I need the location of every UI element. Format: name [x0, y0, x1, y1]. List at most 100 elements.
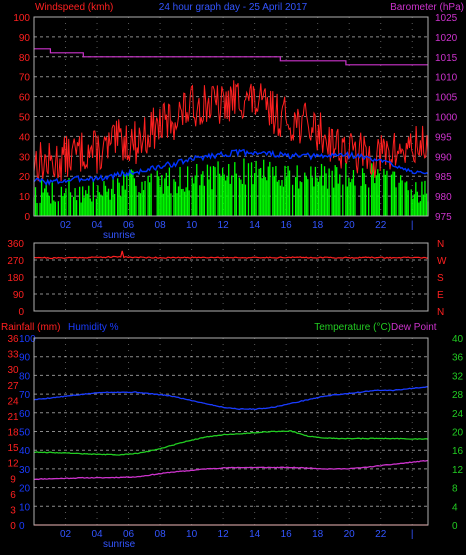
rainfall-tick-label: 15	[7, 443, 19, 454]
wind-time-ticks: 02 04 06 08 10 12 14 16 18 20 22 | sunrise	[60, 220, 414, 241]
chart-title: 24 hour graph day - 25 April 2017	[159, 2, 308, 13]
time-tick-label: |	[411, 220, 414, 231]
humidity-axis-label: Humidity %	[68, 322, 119, 333]
time-tick-label: 22	[375, 529, 387, 540]
humidity-tick-label: 90	[19, 353, 31, 364]
temperature-tick-label: 36	[452, 353, 464, 364]
barometer-tick-label: 985	[435, 172, 452, 183]
windspeed-tick-label: 50	[19, 113, 31, 124]
direction-tick-label: 90	[13, 290, 25, 301]
temperature-tick-label: 16	[452, 446, 464, 457]
wind-pressure-border	[33, 16, 429, 217]
temp-humidity-border	[33, 337, 429, 526]
wind-direction-series	[33, 250, 429, 260]
rainfall-tick-label: 3	[10, 505, 16, 516]
time-tick-label: 02	[60, 529, 72, 540]
sunrise-label: sunrise	[103, 539, 136, 550]
humidity-tick-label: 0	[19, 521, 25, 532]
humidity-tick-label: 10	[19, 502, 31, 513]
humidity-ticks: 0 10 20 30 40 50 60 70 80 90 100	[19, 334, 36, 532]
rainfall-tick-label: 12	[7, 459, 19, 470]
wind-direction-border	[33, 242, 429, 312]
compass-tick-label: S	[437, 273, 444, 284]
wind-average-line	[33, 148, 429, 186]
windspeed-tick-label: 40	[19, 132, 31, 143]
barometer-line	[34, 48, 428, 66]
temperature-ticks: 0 4 8 12 16 20 24 28 32 36 40	[452, 334, 464, 532]
temperature-line	[33, 430, 429, 456]
rainfall-tick-label: 9	[10, 474, 16, 485]
rainfall-axis-label: Rainfall (mm)	[1, 322, 60, 333]
barometer-tick-label: 1025	[435, 13, 458, 24]
barometer-axis-label: Barometer (hPa)	[390, 2, 464, 13]
rainfall-tick-label: 24	[7, 396, 19, 407]
temperature-tick-label: 4	[452, 502, 458, 513]
windspeed-ticks: 0 10 20 30 40 50 60 70 80 90 100	[13, 13, 30, 223]
time-tick-label: 10	[186, 220, 198, 231]
time-tick-label: 10	[186, 529, 198, 540]
temperature-tick-label: 20	[452, 428, 464, 439]
humidity-tick-label: 30	[19, 465, 31, 476]
humidity-tick-label: 20	[19, 484, 31, 495]
time-tick-label: |	[411, 529, 414, 540]
humidity-tick-label: 100	[19, 334, 36, 345]
windspeed-tick-label: 90	[19, 33, 31, 44]
time-tick-label: 18	[312, 220, 324, 231]
rainfall-tick-label: 0	[10, 521, 16, 532]
time-tick-label: 20	[344, 220, 356, 231]
humidity-tick-label: 80	[19, 371, 31, 382]
direction-tick-label: 0	[18, 307, 24, 318]
time-tick-label: 04	[91, 529, 103, 540]
rainfall-tick-label: 33	[7, 350, 19, 361]
direction-tick-label: 180	[7, 273, 24, 284]
temp-time-ticks: 02 04 06 08 10 12 14 16 18 20 22 | sunrise	[60, 529, 414, 550]
temperature-tick-label: 40	[452, 334, 464, 345]
windspeed-line	[33, 80, 429, 182]
time-tick-label: 06	[123, 220, 135, 231]
barometer-tick-label: 1010	[435, 73, 458, 84]
dewpoint-line	[33, 459, 429, 481]
barometer-tick-label: 980	[435, 192, 452, 203]
time-tick-label: 14	[249, 220, 261, 231]
time-tick-label: 08	[155, 529, 167, 540]
time-tick-label: 22	[375, 220, 387, 231]
time-tick-label: 20	[344, 529, 356, 540]
time-tick-label: 08	[155, 220, 167, 231]
rainfall-tick-label: 36	[7, 334, 19, 345]
wind-pressure-panel: Windspeed (kmh) 24 hour graph day - 25 A…	[13, 2, 464, 241]
windspeed-tick-label: 100	[13, 13, 30, 24]
humidity-tick-label: 50	[19, 428, 31, 439]
dewpoint-axis-label: Dew Point	[391, 322, 437, 333]
windspeed-tick-label: 30	[19, 152, 31, 163]
wind-direction-frame	[34, 243, 428, 311]
rainfall-tick-label: 27	[7, 381, 19, 392]
windspeed-axis-label: Windspeed (kmh)	[35, 2, 113, 13]
barometer-tick-label: 990	[435, 152, 452, 163]
temperature-tick-label: 12	[452, 465, 464, 476]
time-tick-label: 02	[60, 220, 72, 231]
rainfall-tick-label: 30	[7, 365, 19, 376]
time-tick-label: 06	[123, 529, 135, 540]
rainfall-tick-label: 6	[10, 490, 16, 501]
rainfall-tick-label: 21	[7, 412, 19, 423]
direction-degree-ticks: 360 270 180 90 0	[7, 239, 24, 318]
sunrise-label: sunrise	[103, 230, 136, 241]
barometer-tick-label: 975	[435, 212, 452, 223]
humidity-tick-label: 40	[19, 446, 31, 457]
temp-humidity-frame	[34, 338, 428, 525]
temperature-tick-label: 28	[452, 390, 464, 401]
windspeed-tick-label: 10	[19, 192, 31, 203]
time-tick-label: 16	[281, 529, 293, 540]
compass-tick-label: W	[437, 256, 447, 267]
compass-tick-label: N	[437, 307, 444, 318]
time-tick-label: 16	[281, 220, 293, 231]
temperature-tick-label: 8	[452, 484, 458, 495]
barometer-tick-label: 995	[435, 132, 452, 143]
barometer-ticks: 975 980 985 990 995 1000 1005 1010 1015 1020 1025	[435, 13, 458, 223]
time-tick-label: 04	[91, 220, 103, 231]
temp-humidity-panel: Rainfall (mm) Humidity % Temperature (°C…	[1, 322, 464, 550]
humidity-line	[33, 386, 429, 411]
